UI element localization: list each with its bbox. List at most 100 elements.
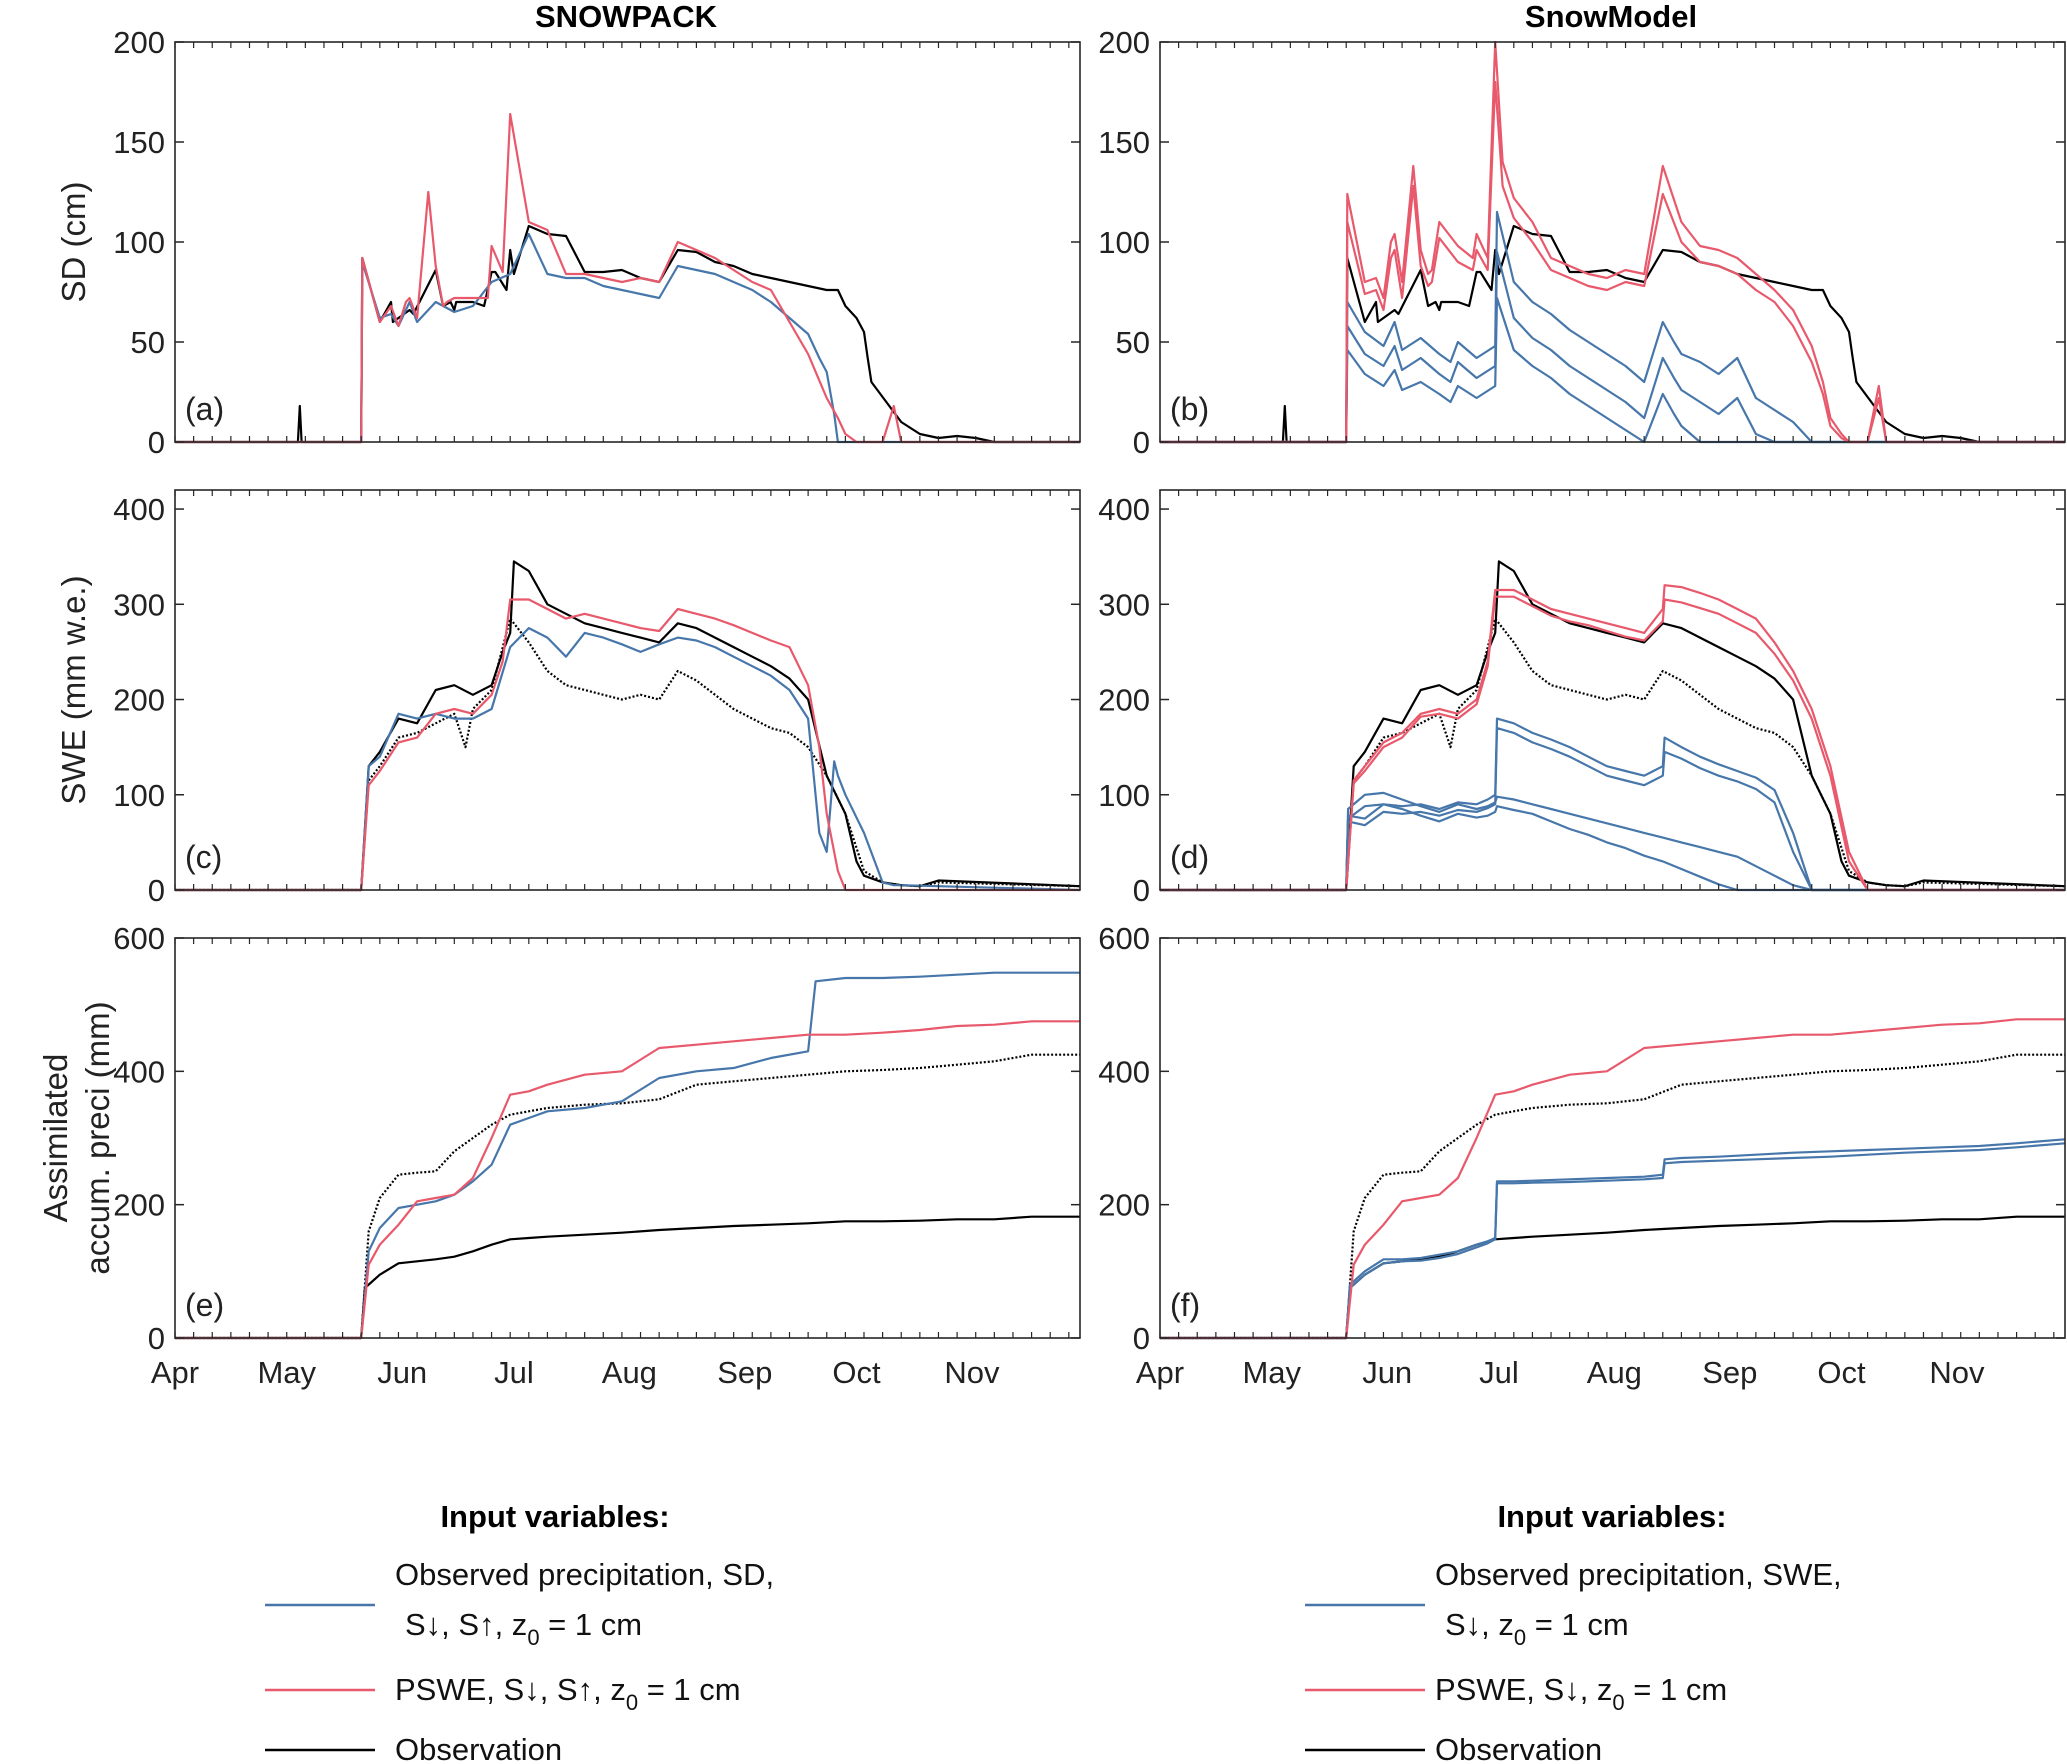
panel-e-background [175,938,1080,1338]
column-title-snowpack: SNOWPACK [535,0,718,34]
panel-d-series-red-7 [1160,595,2065,892]
panel-e-series-red-3 [175,1020,1080,1340]
panel-a-series-red-2 [175,112,1080,444]
panel-c-ytick-label: 100 [113,778,165,813]
panel-f-ytick-label: 400 [1098,1054,1150,1089]
panel-b-series-red-5 [1160,80,2065,444]
panel-c-background [175,490,1080,890]
legend-left-blue-subscript: 0 [527,1625,539,1650]
panel-c-label: (c) [185,839,222,875]
panel-f-ytick-label: 600 [1098,921,1150,956]
legend-left-red-label: PSWE, S↓, S↑, z0 = 1 cm [395,1672,741,1715]
ylabel-line: accum. preci (mm) [79,1001,116,1274]
panel-c-ylabel: SWE (mm w.e.) [55,575,92,804]
column-title-snowmodel: SnowModel [1525,0,1697,34]
panel-b-ytick-label: 150 [1098,125,1150,160]
panel-e-label: (e) [185,1287,224,1323]
panel-e-xtick-label: Oct [832,1355,881,1390]
legend-left-blue-line2: S↓, S↑, z0 = 1 cm [405,1607,642,1650]
legend-right-red-subscript: 0 [1612,1690,1624,1715]
panel-d-background [1160,490,2065,890]
panel-e-ylabel: Assimilated accum. preci (mm) [37,1001,116,1274]
panel-f-series-blue-2 [1160,1138,2066,1340]
panel-c-ytick-label: 300 [113,587,165,622]
legend-right-red-label: PSWE, S↓, z0 = 1 cm [1435,1672,1727,1715]
panel-f-xtick-label: Jun [1362,1355,1412,1390]
panel-d-frame [1159,489,2066,891]
ylabel-line: Assimilated [37,1054,74,1223]
panel-f-xtick-label: Apr [1136,1355,1184,1390]
panel-d-series-black-0 [1160,560,2066,892]
panel-c-series-red-3 [175,598,1080,892]
legend-left-red-subscript: 0 [626,1690,638,1715]
panel-c-series-black-0 [175,560,1081,892]
legend-left-blue-line1: Observed precipitation, SD, [395,1557,774,1592]
panel-c-series-blue-2 [175,626,1081,892]
panel-f-xtick-label: Jul [1479,1355,1519,1390]
panel-b-background [1160,42,2065,442]
panel-e-xtick-label: Apr [151,1355,199,1390]
panel-d-ytick-label: 100 [1098,778,1150,813]
panel-e-ytick-label: 400 [113,1054,165,1089]
panel-d-series-red-6 [1160,584,2065,892]
panel-e-xtick-label: Aug [602,1355,657,1390]
legend-right-black-label: Observation [1435,1732,1602,1764]
panel-d-ytick-label: 400 [1098,492,1150,527]
panel-d-series-blue-4 [1160,791,2065,892]
panel-b-series-red-4 [1160,40,2065,444]
panel-b-label: (b) [1170,391,1209,427]
panel-a-ytick-label: 100 [113,225,165,260]
panel-e-xtick-label: Nov [944,1355,1000,1390]
panel-e-xtick-label: Jul [494,1355,534,1390]
legend-right-blue-line2: S↓, z0 = 1 cm [1445,1607,1629,1650]
panel-d-label: (d) [1170,839,1209,875]
panel-b-series-blue-2 [1160,250,2065,444]
panel-a-ytick-label: 200 [113,25,165,60]
panel-f-ytick-label: 0 [1133,1321,1150,1356]
panel-a-label: (a) [185,391,224,427]
panel-c-frame [174,489,1081,891]
panel-e-series-black-1 [175,1053,1080,1340]
panel-e-ytick-label: 600 [113,921,165,956]
panel-f-xtick-label: Aug [1587,1355,1642,1390]
panel-a-background [175,42,1080,442]
panel-a-ylabel: SD (cm) [55,182,92,303]
legend-right: Input variables: Observed precipitation,… [1305,1499,1842,1764]
panel-f-xtick-label: May [1242,1355,1301,1390]
panel-b-series-blue-1 [1160,210,2065,444]
panel-e-series-black-0 [175,1215,1080,1340]
legend-right-blue-subscript: 0 [1514,1625,1526,1650]
panel-d-ytick-label: 0 [1133,873,1150,908]
panel-e-frame [174,937,1081,1339]
panel-a-ytick-label: 0 [148,425,165,460]
panel-f-series-blue-3 [1160,1142,2066,1340]
panel-d-ytick-label: 300 [1098,587,1150,622]
panel-c-series-black-1 [175,617,1081,892]
panel-b-ytick-label: 200 [1098,25,1150,60]
panel-b-ytick-label: 50 [1116,325,1150,360]
legend-left-black-label: Observation [395,1732,562,1764]
panel-d-series-blue-3 [1160,726,2065,892]
panel-f-label: (f) [1170,1287,1200,1323]
panel-c-ytick-label: 400 [113,492,165,527]
legend-right-title: Input variables: [1497,1499,1726,1534]
panel-a-ytick-label: 150 [113,125,165,160]
panel-e-ytick-label: 0 [148,1321,165,1356]
panel-e-ytick-label: 200 [113,1188,165,1223]
panel-f-xtick-label: Nov [1929,1355,1985,1390]
panel-f-series-red-4 [1160,1018,2065,1340]
panel-e-xtick-label: Sep [717,1355,772,1390]
panel-f-series-black-1 [1160,1053,2065,1340]
panel-e-xtick-label: Jun [377,1355,427,1390]
panel-f-xtick-label: Sep [1702,1355,1757,1390]
panel-b-ytick-label: 100 [1098,225,1150,260]
panel-f-frame [1159,937,2066,1339]
legend-left-title: Input variables: [440,1499,669,1534]
panel-d-ytick-label: 200 [1098,683,1150,718]
legend-left: Input variables: Observed precipitation,… [265,1499,774,1764]
panel-c-ytick-label: 200 [113,683,165,718]
panel-f-background [1160,938,2065,1338]
panel-f-ytick-label: 200 [1098,1188,1150,1223]
panel-f-xtick-label: Oct [1817,1355,1866,1390]
